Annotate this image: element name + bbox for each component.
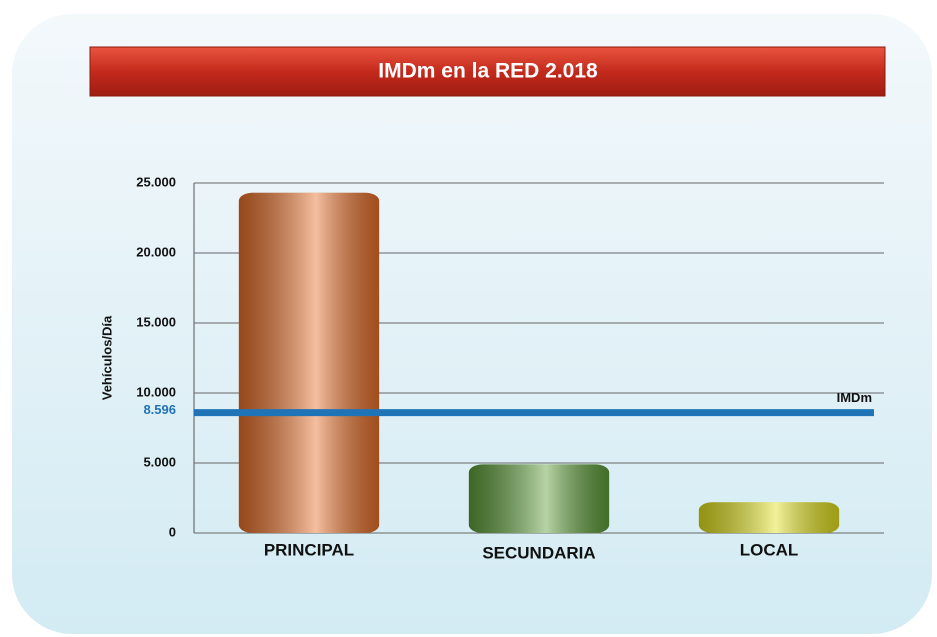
y-tick-label: 20.000 (136, 244, 176, 259)
y-tick-label: 15.000 (136, 314, 176, 329)
x-tick-label: LOCAL (740, 540, 799, 559)
reference-name: IMDm (837, 390, 872, 405)
bar-shine (698, 502, 840, 533)
y-tick-label: 10.000 (136, 384, 176, 399)
x-tick-label: PRINCIPAL (264, 540, 354, 559)
y-tick-label: 25.000 (136, 174, 176, 189)
y-axis-label: Vehículos/Día (99, 315, 114, 400)
title-banner (89, 46, 886, 97)
reference-value-label: 8.596 (143, 402, 176, 417)
y-tick-label: 5.000 (143, 454, 176, 469)
y-tick-label: 0 (169, 524, 176, 539)
chart-title: IMDm en la RED 2.018 (378, 60, 598, 83)
bar-shine (238, 192, 380, 534)
x-tick-label: SECUNDARIA (482, 543, 595, 562)
bar-shine (468, 464, 610, 533)
